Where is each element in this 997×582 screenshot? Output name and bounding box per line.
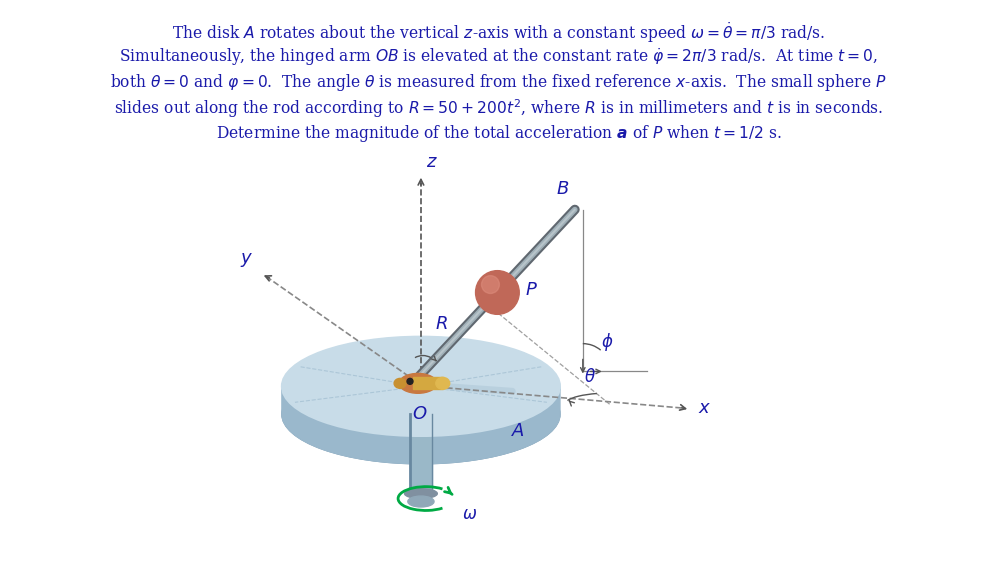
Bar bbox=[413, 377, 443, 389]
Text: $\omega$: $\omega$ bbox=[462, 506, 477, 523]
Text: $A$: $A$ bbox=[511, 422, 525, 440]
Ellipse shape bbox=[405, 489, 438, 499]
Bar bbox=[410, 414, 432, 494]
Ellipse shape bbox=[436, 377, 450, 389]
Circle shape bbox=[407, 378, 413, 384]
Text: $y$: $y$ bbox=[240, 251, 253, 269]
Text: $\phi$: $\phi$ bbox=[600, 331, 613, 353]
Text: $R$: $R$ bbox=[435, 315, 448, 333]
Text: Determine the magnitude of the total acceleration $\boldsymbol{a}$ of $P$ when $: Determine the magnitude of the total acc… bbox=[215, 123, 782, 144]
Ellipse shape bbox=[282, 336, 560, 436]
Circle shape bbox=[482, 276, 499, 293]
Text: $P$: $P$ bbox=[525, 281, 538, 299]
Text: $O$: $O$ bbox=[412, 405, 428, 423]
Text: $\theta$: $\theta$ bbox=[584, 368, 595, 386]
Ellipse shape bbox=[394, 378, 406, 388]
Text: both $\theta = 0$ and $\varphi = 0$.  The angle $\theta$ is measured from the fi: both $\theta = 0$ and $\varphi = 0$. The… bbox=[110, 72, 886, 93]
Text: $x$: $x$ bbox=[698, 399, 711, 417]
Ellipse shape bbox=[399, 374, 437, 393]
Text: $z$: $z$ bbox=[426, 153, 438, 171]
Polygon shape bbox=[282, 386, 560, 464]
Ellipse shape bbox=[408, 496, 434, 507]
Circle shape bbox=[476, 271, 519, 314]
Text: The disk $A$ rotates about the vertical $z$-axis with a constant speed $\omega =: The disk $A$ rotates about the vertical … bbox=[171, 20, 826, 45]
Text: $B$: $B$ bbox=[556, 180, 569, 198]
Ellipse shape bbox=[282, 364, 560, 464]
Text: Simultaneously, the hinged arm $OB$ is elevated at the constant rate $\dot{\varp: Simultaneously, the hinged arm $OB$ is e… bbox=[119, 46, 878, 68]
Text: slides out along the rod according to $R = 50 + 200t^2$, where $R$ is in millime: slides out along the rod according to $R… bbox=[114, 97, 883, 120]
